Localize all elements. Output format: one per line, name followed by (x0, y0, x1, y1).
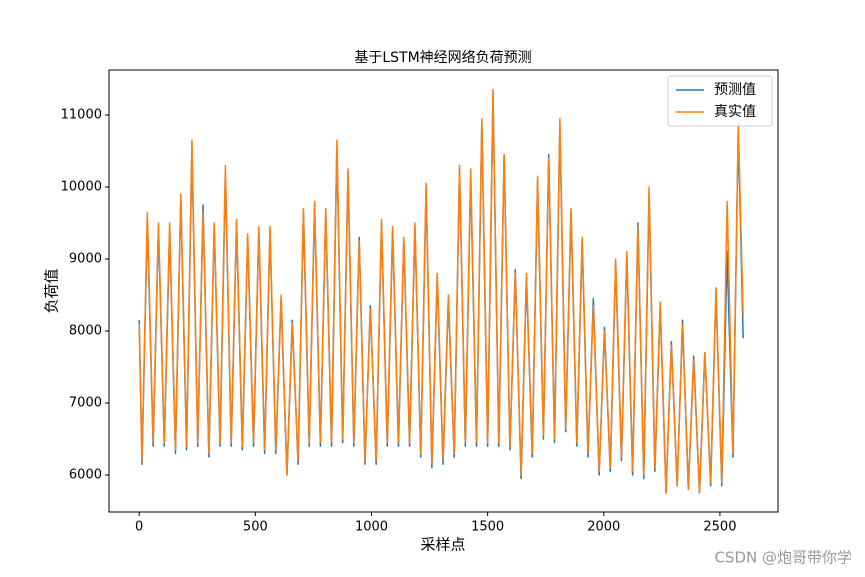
chart-title: 基于LSTM神经网络负荷预测 (354, 49, 531, 66)
x-tick-label: 2000 (587, 520, 620, 535)
x-tick-label: 0 (135, 520, 143, 535)
watermark: CSDN @炮哥带你学 (714, 549, 852, 567)
line-series (138, 89, 744, 494)
x-tick-label: 1500 (471, 520, 504, 535)
y-axis-label: 负荷值 (43, 268, 61, 313)
legend-text: 真实值 (714, 104, 756, 120)
y-tick-label: 11000 (61, 107, 102, 122)
y-tick-label: 9000 (69, 251, 102, 266)
x-axis-label: 采样点 (420, 536, 465, 554)
y-tick-label: 7000 (69, 395, 102, 410)
x-tick-label: 2500 (703, 520, 736, 535)
y-tick-label: 6000 (69, 467, 102, 482)
plot-frame (108, 69, 779, 513)
x-tick-label: 1000 (355, 520, 388, 535)
legend-text: 预测值 (714, 82, 756, 98)
y-tick-label: 10000 (61, 179, 102, 194)
legend-box (667, 75, 773, 127)
x-tick-label: 500 (243, 520, 268, 535)
y-tick-label: 8000 (69, 323, 102, 338)
line-series (138, 92, 744, 494)
